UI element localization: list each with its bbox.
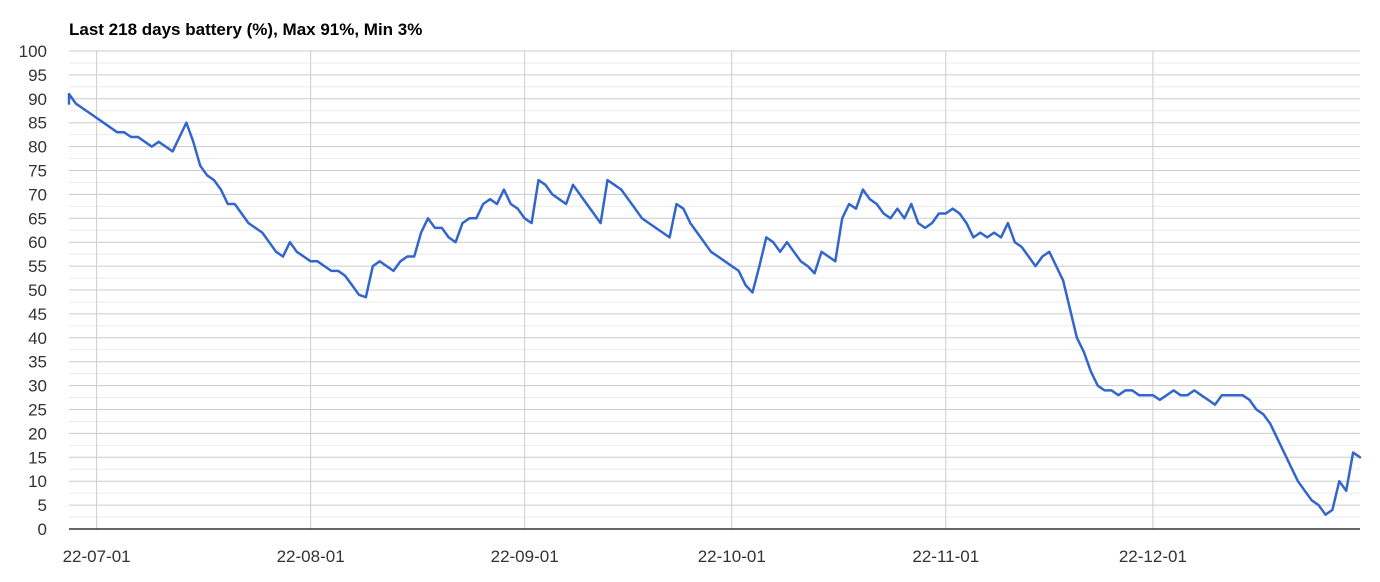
y-tick-label: 55: [28, 257, 47, 276]
y-tick-label: 50: [28, 281, 47, 300]
y-tick-label: 90: [28, 90, 47, 109]
y-tick-label: 30: [28, 377, 47, 396]
x-tick-label: 22-10-01: [698, 547, 766, 566]
y-tick-label: 0: [38, 520, 47, 539]
y-tick-label: 75: [28, 162, 47, 181]
y-tick-label: 60: [28, 233, 47, 252]
y-tick-label: 85: [28, 114, 47, 133]
y-tick-label: 20: [28, 424, 47, 443]
y-tick-label: 35: [28, 353, 47, 372]
x-tick-label: 22-09-01: [491, 547, 559, 566]
chart-title: Last 218 days battery (%), Max 91%, Min …: [69, 20, 423, 39]
y-tick-label: 15: [28, 448, 47, 467]
x-tick-label: 22-11-01: [912, 547, 979, 566]
y-tick-label: 65: [28, 209, 47, 228]
y-tick-label: 5: [38, 496, 47, 515]
x-tick-label: 22-08-01: [277, 547, 345, 566]
y-tick-label: 100: [19, 42, 47, 61]
y-tick-label: 25: [28, 401, 47, 420]
x-tick-label: 22-07-01: [63, 547, 131, 566]
y-tick-label: 45: [28, 305, 47, 324]
y-tick-label: 70: [28, 185, 47, 204]
y-tick-label: 40: [28, 329, 47, 348]
battery-series-line: [67, 92, 1362, 516]
y-tick-label: 95: [28, 66, 47, 85]
y-tick-label: 10: [28, 472, 47, 491]
y-tick-label: 80: [28, 138, 47, 157]
x-tick-label: 22-12-01: [1119, 547, 1187, 566]
